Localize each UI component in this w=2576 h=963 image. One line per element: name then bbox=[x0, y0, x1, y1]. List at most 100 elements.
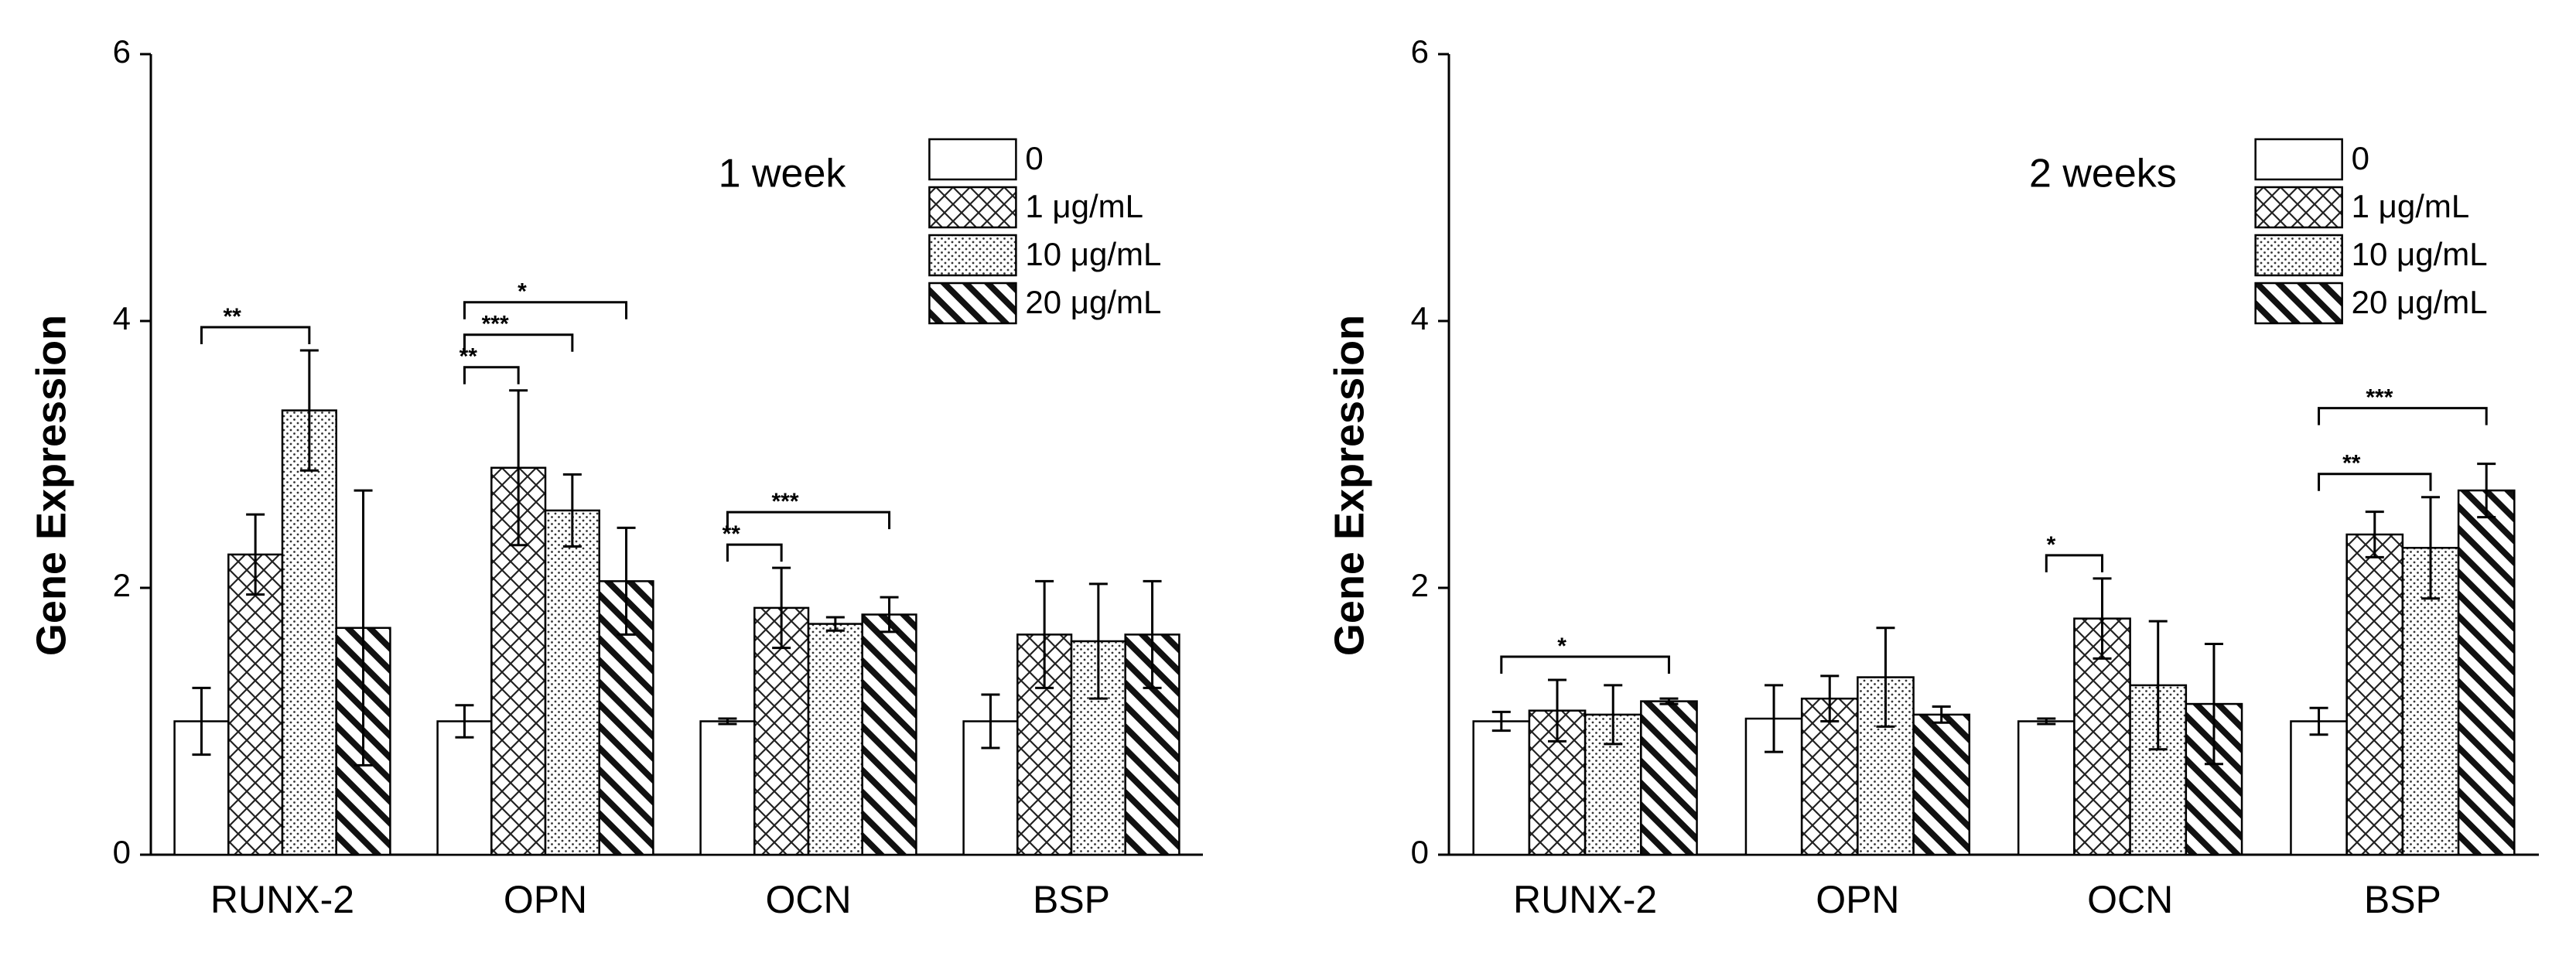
legend-label: 20 μg/mL bbox=[1025, 284, 1161, 320]
legend-swatch bbox=[928, 186, 1017, 229]
error-bar bbox=[981, 693, 1000, 750]
legend-label: 1 μg/mL bbox=[1025, 188, 1143, 224]
bar bbox=[1800, 697, 1859, 856]
error-bar bbox=[1820, 674, 1840, 722]
bar bbox=[544, 509, 600, 856]
significance-bracket bbox=[1500, 655, 1670, 674]
y-tick-label: 6 bbox=[1411, 33, 1429, 70]
error-bar bbox=[1088, 582, 1108, 700]
y-axis-label: Gene Expression bbox=[28, 315, 74, 656]
error-bar bbox=[1604, 684, 1623, 746]
error-bar bbox=[562, 473, 582, 548]
y-tick-label: 2 bbox=[113, 567, 131, 603]
error-bar bbox=[2309, 706, 2328, 736]
significance-label: *** bbox=[2366, 384, 2393, 410]
x-tick-label: RUNX-2 bbox=[210, 878, 354, 921]
bar bbox=[2457, 489, 2516, 856]
error-bar bbox=[2093, 577, 2112, 660]
error-bar bbox=[718, 717, 737, 726]
y-tick-label: 0 bbox=[113, 834, 131, 870]
significance-bracket bbox=[463, 333, 574, 352]
bar bbox=[2290, 720, 2348, 856]
significance-bracket bbox=[2318, 407, 2488, 425]
bar bbox=[436, 720, 493, 856]
bar bbox=[2345, 533, 2404, 856]
legend-swatch bbox=[2254, 138, 2343, 181]
legend-swatch bbox=[2254, 186, 2343, 229]
x-tick-label: BSP bbox=[1033, 878, 1110, 921]
y-tick-label: 4 bbox=[1411, 300, 1429, 336]
significance-bracket bbox=[726, 511, 891, 530]
significance-label: * bbox=[518, 279, 527, 305]
error-bar bbox=[2477, 463, 2496, 519]
x-tick-label: RUNX-2 bbox=[1513, 878, 1657, 921]
significance-label: * bbox=[2047, 532, 2056, 558]
significance-bracket bbox=[463, 366, 520, 384]
bar bbox=[2017, 720, 2075, 856]
y-tick-label: 2 bbox=[1411, 567, 1429, 603]
significance-label: ** bbox=[723, 521, 741, 547]
bar bbox=[807, 623, 863, 856]
error-bar bbox=[2421, 496, 2440, 600]
error-bar bbox=[1143, 579, 1162, 689]
error-bar bbox=[825, 616, 845, 632]
y-tick-label: 6 bbox=[113, 33, 131, 70]
error-bar bbox=[1765, 684, 1784, 753]
x-tick-label: OCN bbox=[2087, 878, 2173, 921]
error-bar bbox=[246, 513, 265, 596]
significance-bracket bbox=[726, 543, 783, 562]
error-bar bbox=[880, 596, 899, 633]
significance-label: *** bbox=[771, 489, 798, 514]
error-bar bbox=[1035, 579, 1054, 689]
legend-label: 0 bbox=[1025, 140, 1043, 176]
error-bar bbox=[299, 349, 319, 472]
error-bar bbox=[2365, 511, 2384, 558]
bar bbox=[1912, 713, 1971, 856]
legend-label: 0 bbox=[2352, 140, 2369, 176]
significance-bracket bbox=[463, 301, 628, 319]
error-bar bbox=[617, 526, 636, 636]
bar bbox=[281, 409, 337, 856]
y-tick-label: 4 bbox=[113, 300, 131, 336]
error-bar bbox=[455, 704, 474, 739]
legend-swatch bbox=[2254, 282, 2343, 325]
x-tick-label: OPN bbox=[1816, 878, 1899, 921]
legend-swatch bbox=[2254, 234, 2343, 277]
significance-label: ** bbox=[2342, 451, 2361, 476]
bar bbox=[1472, 720, 1531, 856]
chart-title: 1 week bbox=[719, 152, 847, 196]
significance-bracket bbox=[2318, 473, 2432, 491]
error-bar bbox=[2148, 620, 2168, 751]
legend-label: 10 μg/mL bbox=[1025, 236, 1161, 272]
error-bar bbox=[2037, 717, 2056, 726]
error-bar bbox=[1659, 697, 1679, 705]
bar bbox=[699, 720, 756, 856]
significance-label: ** bbox=[223, 304, 241, 330]
x-tick-label: OPN bbox=[504, 878, 587, 921]
bar bbox=[1640, 700, 1698, 856]
significance-bracket bbox=[2045, 554, 2104, 572]
error-bar bbox=[509, 389, 528, 547]
x-tick-label: BSP bbox=[2364, 878, 2441, 921]
error-bar bbox=[1932, 705, 1951, 724]
significance-label: * bbox=[1557, 633, 1566, 659]
legend-label: 20 μg/mL bbox=[2352, 284, 2488, 320]
chart-title: 2 weeks bbox=[2029, 152, 2177, 196]
error-bar bbox=[192, 686, 211, 756]
legend-swatch bbox=[928, 138, 1017, 181]
significance-label: *** bbox=[482, 312, 509, 337]
error-bar bbox=[772, 566, 791, 650]
bar bbox=[861, 613, 917, 856]
legend-swatch bbox=[928, 234, 1017, 277]
bar bbox=[227, 553, 284, 856]
error-bar bbox=[1548, 678, 1567, 743]
error-bar bbox=[354, 489, 373, 767]
legend-label: 1 μg/mL bbox=[2352, 188, 2470, 224]
error-bar bbox=[2204, 642, 2223, 766]
significance-bracket bbox=[200, 326, 311, 344]
y-axis-label: Gene Expression bbox=[1326, 315, 1372, 656]
